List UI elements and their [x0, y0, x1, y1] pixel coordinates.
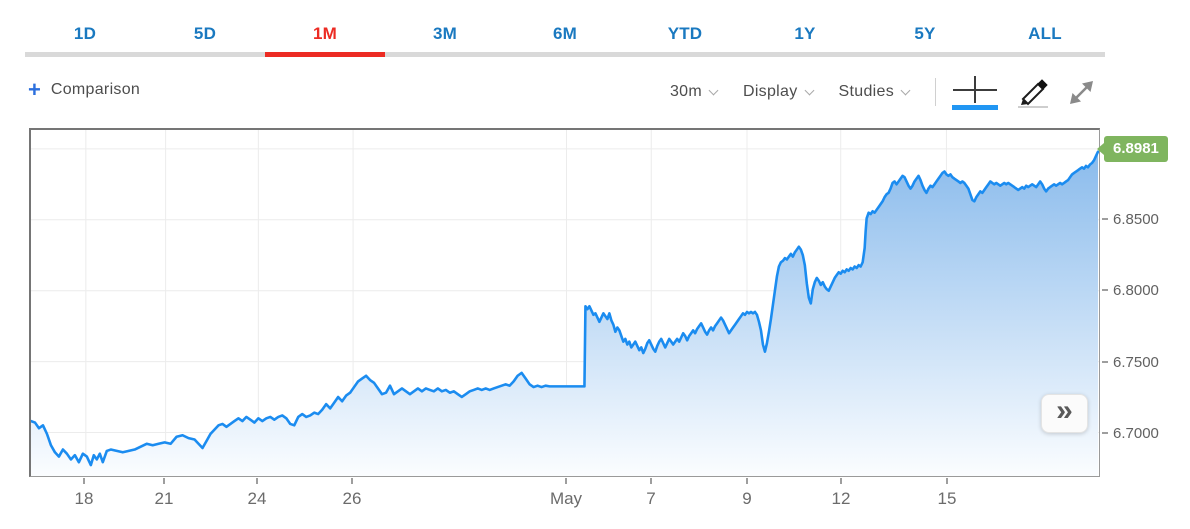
x-axis-tick — [83, 478, 85, 484]
x-axis-tick — [946, 478, 948, 484]
toolbar-separator — [935, 78, 936, 106]
range-tab-bar: 1D 5D 1M 3M 6M YTD 1Y 5Y ALL — [25, 0, 1105, 57]
double-chevron-right-icon: » — [1056, 394, 1073, 427]
fullscreen-button[interactable] — [1068, 79, 1095, 106]
chevron-down-icon — [708, 85, 719, 96]
display-label: Display — [742, 83, 798, 100]
y-axis-tick — [1102, 360, 1108, 363]
x-axis-tick — [256, 478, 258, 484]
crosshair-tool-button[interactable] — [952, 75, 998, 110]
chart-plot-area[interactable] — [29, 128, 1100, 477]
y-axis-label: 6.8500 — [1113, 210, 1159, 228]
tab-5d[interactable]: 5D — [193, 24, 217, 43]
tab-1y[interactable]: 1Y — [794, 24, 816, 43]
y-axis-tick — [1102, 432, 1108, 435]
x-axis-tick — [163, 478, 165, 484]
x-axis-label: 15 — [937, 489, 957, 508]
x-axis-tick — [565, 478, 567, 484]
interval-dropdown[interactable]: 30m — [669, 83, 719, 101]
x-axis-label: 24 — [247, 489, 267, 508]
chart-toolbar: + Comparison 30m Display Studies — [0, 66, 1190, 118]
x-axis-label: 12 — [831, 489, 851, 508]
x-axis-tick — [840, 478, 842, 484]
x-axis-label: 18 — [74, 489, 94, 508]
y-axis-label: 6.8000 — [1113, 282, 1159, 300]
crosshair-icon — [953, 75, 997, 103]
studies-dropdown[interactable]: Studies — [838, 83, 911, 101]
price-area-fill — [31, 151, 1099, 476]
tab-1m[interactable]: 1M — [312, 24, 338, 43]
draw-tool-button[interactable] — [1016, 75, 1050, 110]
add-comparison-button[interactable]: + Comparison — [28, 77, 141, 102]
y-axis-label: 6.7500 — [1113, 353, 1159, 371]
last-price-badge: 6.8981 — [1097, 136, 1168, 162]
interval-label: 30m — [669, 83, 702, 100]
x-axis-label: May — [549, 489, 583, 508]
crosshair-active-indicator — [952, 104, 998, 110]
y-axis-tick — [1102, 217, 1108, 220]
active-tab-underline — [265, 52, 385, 57]
studies-label: Studies — [838, 83, 894, 100]
y-axis-tick — [1102, 289, 1108, 292]
tab-6m[interactable]: 6M — [552, 24, 578, 43]
x-axis-tick — [746, 478, 748, 484]
y-axis-label: 6.7000 — [1113, 425, 1159, 443]
tab-all[interactable]: ALL — [1028, 24, 1062, 43]
x-axis-label: 7 — [646, 489, 656, 508]
x-axis-tick — [351, 478, 353, 484]
draw-icon — [1018, 78, 1048, 108]
expand-icon — [1070, 80, 1093, 104]
x-axis-tick — [650, 478, 652, 484]
display-dropdown[interactable]: Display — [742, 83, 814, 101]
tab-underline-track — [25, 52, 1105, 57]
plus-icon: + — [28, 77, 41, 102]
comparison-label: Comparison — [50, 81, 141, 98]
chevron-down-icon — [804, 85, 814, 96]
tab-1d[interactable]: 1D — [73, 24, 97, 43]
x-axis-label: 9 — [742, 489, 752, 508]
tab-3m[interactable]: 3M — [432, 24, 458, 43]
price-chart-svg[interactable] — [31, 130, 1099, 476]
x-axis-label: 21 — [154, 489, 174, 508]
expand-panel-button[interactable]: » — [1041, 394, 1088, 433]
tab-5y[interactable]: 5Y — [914, 24, 936, 43]
chevron-down-icon — [900, 85, 911, 96]
tab-ytd[interactable]: YTD — [667, 24, 703, 43]
x-axis-label: 26 — [342, 489, 362, 508]
price-line — [31, 150, 1099, 467]
